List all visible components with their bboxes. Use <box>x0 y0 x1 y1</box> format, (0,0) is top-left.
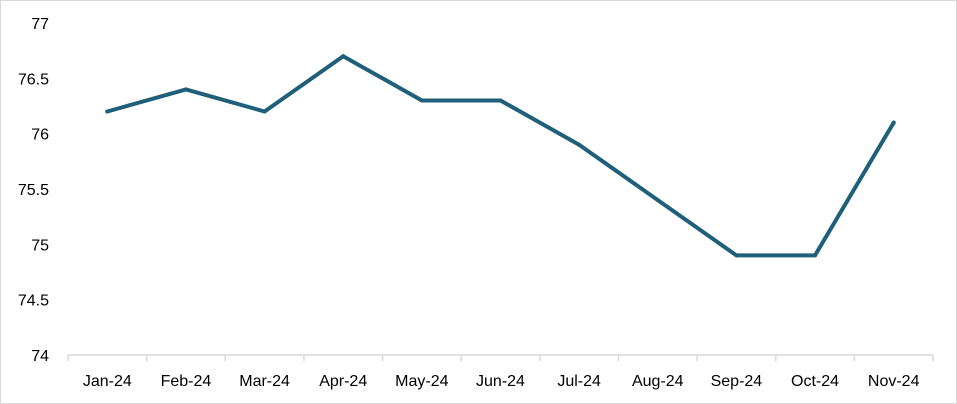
data-point <box>341 54 346 59</box>
y-tick-label: 74.5 <box>18 293 49 310</box>
x-tick-label: May-24 <box>395 373 448 390</box>
y-tick-label: 77 <box>31 16 49 33</box>
y-axis-labels: 74 74.5 75 75.5 76 76.5 77 <box>18 16 49 365</box>
data-point <box>262 109 267 114</box>
data-point <box>419 98 424 103</box>
x-axis <box>67 354 934 361</box>
x-tick-label: Mar-24 <box>239 373 290 390</box>
y-tick-label: 75 <box>31 237 49 254</box>
series-line <box>105 54 896 258</box>
data-point <box>655 198 660 203</box>
data-point <box>813 253 818 258</box>
data-point <box>891 120 896 125</box>
data-point <box>498 98 503 103</box>
x-axis-labels: Jan-24 Feb-24 Mar-24 Apr-24 May-24 Jun-24 Jul-… <box>83 373 920 390</box>
data-point <box>734 253 739 258</box>
x-tick-label: Jul-24 <box>557 373 601 390</box>
x-tick-label: Sep-24 <box>711 373 763 390</box>
series-layer <box>105 54 896 258</box>
data-point <box>183 87 188 92</box>
y-tick-label: 74 <box>31 348 49 365</box>
y-tick-label: 76 <box>31 127 49 144</box>
data-point <box>577 142 582 147</box>
data-point <box>105 109 110 114</box>
x-tick-label: Apr-24 <box>319 373 367 390</box>
y-tick-label: 75.5 <box>18 182 49 199</box>
y-tick-label: 76.5 <box>18 71 49 88</box>
x-tick-label: Aug-24 <box>632 373 684 390</box>
x-tick-label: Nov-24 <box>868 373 920 390</box>
x-tick-label: Oct-24 <box>791 373 839 390</box>
x-tick-label: Jan-24 <box>83 373 132 390</box>
x-tick-label: Jun-24 <box>476 373 525 390</box>
x-tick-label: Feb-24 <box>161 373 212 390</box>
